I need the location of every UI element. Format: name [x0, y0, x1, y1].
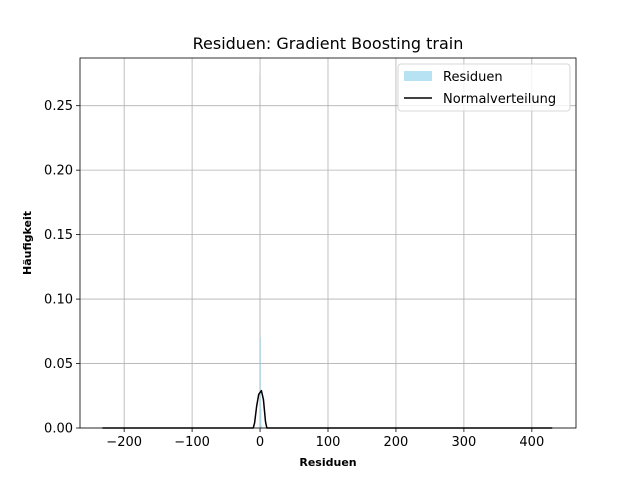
histogram-bar — [261, 425, 263, 428]
x-tick-label: −100 — [174, 435, 210, 450]
x-tick-label: 300 — [451, 435, 476, 450]
legend-label-normalverteilung: Normalverteilung — [443, 92, 556, 107]
histogram-bar — [260, 337, 261, 428]
x-axis-ticks: −200 −100 0 100 200 300 400 — [106, 428, 544, 450]
x-tick-label: 100 — [316, 435, 341, 450]
legend-box — [397, 63, 571, 112]
x-tick-label: 0 — [256, 435, 264, 450]
y-tick-label: 0.15 — [44, 228, 73, 243]
x-tick-label: 400 — [519, 435, 544, 450]
y-tick-label: 0.20 — [44, 164, 73, 179]
y-tick-label: 0.10 — [44, 293, 73, 308]
histogram-bar — [259, 74, 261, 428]
chart-title: Residuen: Gradient Boosting train — [193, 34, 464, 53]
legend-swatch-residuen — [404, 71, 432, 81]
normal-curve — [102, 389, 553, 429]
x-tick-label: 200 — [384, 435, 409, 450]
y-tick-label: 0.25 — [44, 99, 73, 114]
y-axis-label: Häufigkeit — [21, 211, 34, 275]
y-tick-label: 0.05 — [44, 357, 73, 372]
histogram-bars — [259, 74, 263, 428]
y-axis-ticks: 0.00 0.05 0.10 0.15 0.20 0.25 — [44, 99, 80, 437]
normal-distribution-line — [102, 389, 553, 429]
x-tick-label: −200 — [106, 435, 142, 450]
y-tick-label: 0.00 — [44, 422, 73, 437]
histogram-bar — [260, 408, 262, 428]
legend-label-residuen: Residuen — [443, 70, 503, 85]
x-axis-label: Residuen — [299, 456, 356, 469]
legend: Residuen Normalverteilung — [397, 63, 571, 112]
